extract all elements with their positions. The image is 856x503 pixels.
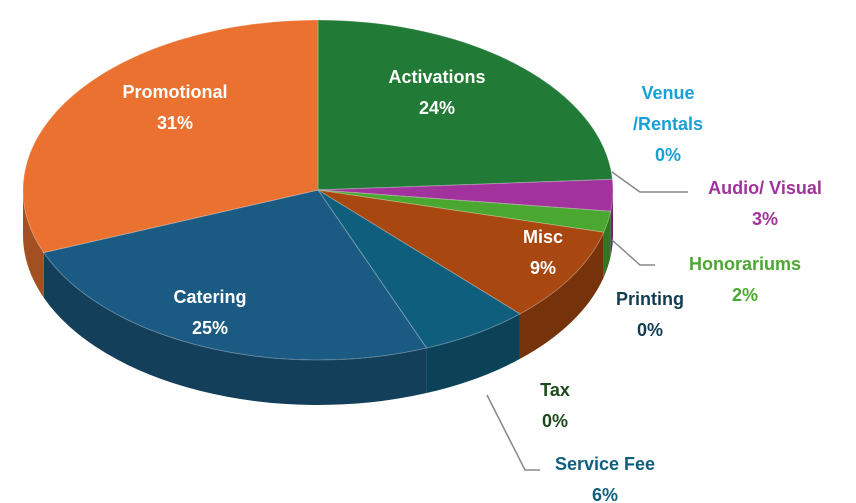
value-label: 9% [529, 258, 556, 278]
data-label: Venue /Rentals 0% [623, 78, 713, 171]
slice [317, 19, 613, 191]
value-label: 3% [751, 209, 778, 229]
category-label: Service Fee [554, 454, 656, 474]
data-label: Tax 0% [540, 375, 570, 437]
slice [42, 189, 428, 361]
category-label: Honorariums [688, 254, 802, 274]
category-label: Tax [540, 380, 570, 400]
data-label: Service Fee 6% [555, 449, 655, 503]
value-label: 6% [591, 485, 619, 503]
leader-line [611, 239, 655, 266]
slices [22, 19, 614, 405]
data-label: Misc 9% [523, 222, 563, 284]
leader-lines [486, 171, 688, 471]
data-label: Printing 0% [616, 284, 684, 346]
slice-side [43, 252, 427, 405]
leader-line [486, 394, 540, 471]
slice-side [519, 232, 604, 359]
category-label: Activations [388, 67, 486, 87]
value-label: 0% [636, 320, 663, 340]
category-label: Catering [173, 287, 247, 307]
slice [317, 189, 521, 349]
data-label: Activations 24% [388, 62, 485, 124]
value-label: 0% [654, 145, 681, 165]
value-label: 31% [156, 113, 194, 133]
data-label: Honorariums 2% [689, 249, 801, 311]
category-label: Audio/ Visual [708, 178, 822, 198]
slice [317, 189, 612, 233]
slice-side [23, 190, 44, 298]
slice [317, 178, 614, 212]
data-label: Promotional 31% [122, 77, 227, 139]
category-label: Printing [616, 289, 684, 309]
slice [317, 189, 605, 315]
value-label: 24% [418, 98, 456, 118]
leader-line [611, 171, 688, 193]
slice [22, 19, 319, 254]
slice-side [603, 211, 611, 278]
value-label: 2% [731, 285, 758, 305]
value-label: 0% [541, 411, 568, 431]
value-label: 25% [191, 318, 229, 338]
data-label: Catering 25% [173, 282, 246, 344]
data-label: Audio/ Visual 3% [708, 173, 822, 235]
category-label: Misc [522, 227, 564, 247]
category-label: Venue /Rentals [632, 83, 704, 134]
slice-side [426, 313, 520, 394]
category-label: Promotional [122, 82, 228, 102]
